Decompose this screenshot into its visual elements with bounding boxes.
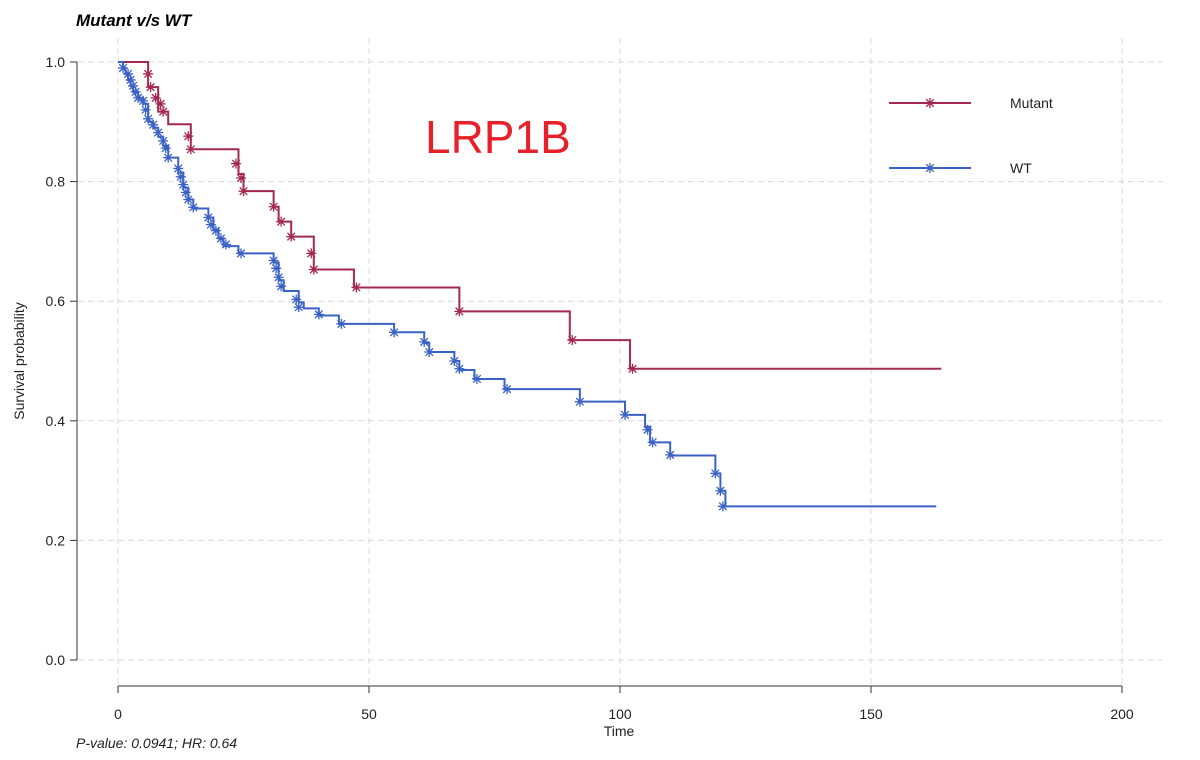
mutant-censor-mark: [235, 173, 246, 184]
wt-censor-mark: [118, 62, 129, 73]
x-tick-label: 0: [114, 706, 122, 722]
grid-lines: [78, 38, 1162, 685]
mutant-censor-mark: [308, 264, 319, 275]
mutant-legend-label: Mutant: [1010, 95, 1053, 111]
wt-censor-mark: [123, 68, 134, 79]
gene-annotation: LRP1B: [425, 111, 571, 163]
y-tick-label: 0.0: [46, 652, 66, 668]
wt-censor-mark: [138, 95, 149, 106]
y-tick-label: 0.2: [46, 532, 66, 548]
mutant-censor-mark: [183, 131, 194, 142]
wt-censor-mark: [715, 485, 726, 496]
wt-censor-mark: [276, 281, 287, 292]
mutant-censor-mark: [286, 231, 297, 242]
wt-censor-mark: [268, 255, 279, 266]
mutant-censor-mark: [454, 306, 465, 317]
wt-censor-mark: [665, 449, 676, 460]
y-tick-label: 1.0: [46, 54, 66, 70]
x-tick-label: 100: [608, 706, 632, 722]
wt-censor-mark: [148, 119, 159, 130]
mutant-censor-mark: [238, 186, 249, 197]
censor-marks: [118, 62, 728, 512]
mutant-censor-mark: [627, 363, 638, 374]
y-axis-label: Survival probability: [11, 302, 27, 420]
x-axis-label: Time: [604, 723, 635, 739]
wt-censor-mark: [710, 468, 721, 479]
x-tick-label: 200: [1110, 706, 1134, 722]
wt-legend-marker: [925, 163, 935, 173]
wt-censor-mark: [449, 356, 460, 366]
wt-censor-mark: [178, 179, 189, 190]
wt-censor-mark: [215, 233, 226, 244]
wt-censor-mark: [273, 272, 284, 283]
wt-censor-mark: [140, 104, 151, 115]
mutant-survival-curve: [118, 61, 942, 370]
wt-censor-mark: [336, 318, 347, 329]
mutant-censor-mark: [158, 106, 169, 117]
wt-censor-mark: [153, 127, 164, 138]
mutant-censor-mark: [143, 68, 154, 79]
wt-censor-mark: [183, 194, 194, 205]
x-tick-label: 50: [361, 706, 377, 722]
legend: Mutant WT: [889, 95, 1053, 176]
mutant-censor-mark: [306, 248, 317, 259]
wt-censor-mark: [502, 384, 513, 395]
mutant-censor-mark: [230, 158, 241, 169]
mutant-legend-marker: [925, 98, 935, 108]
wt-censor-mark: [647, 437, 658, 448]
wt-censor-mark: [143, 113, 154, 124]
chart-title: Mutant v/s WT: [76, 11, 193, 30]
wt-censor-mark: [642, 424, 653, 435]
wt-censor-mark: [717, 501, 728, 512]
wt-censor-mark: [205, 219, 216, 230]
wt-censor-mark: [220, 239, 231, 250]
wt-censor-mark: [271, 263, 282, 274]
wt-censor-mark: [128, 80, 139, 91]
y-tick-label: 0.6: [46, 293, 66, 309]
p-value-footnote: P-value: 0.0941; HR: 0.64: [76, 735, 237, 751]
wt-censor-mark: [235, 248, 246, 259]
wt-censor-mark: [203, 212, 214, 223]
wt-censor-mark: [313, 309, 324, 320]
mutant-censor-mark: [567, 335, 578, 346]
y-tick-label: 0.8: [46, 174, 66, 190]
wt-legend-label: WT: [1010, 160, 1032, 176]
wt-censor-mark: [163, 152, 174, 163]
x-tick-label: 150: [859, 706, 883, 722]
wt-censor-mark: [293, 302, 304, 313]
wt-censor-mark: [125, 74, 136, 85]
mutant-censor-mark: [351, 282, 362, 293]
mutant-censor-mark: [276, 216, 287, 227]
wt-censor-mark: [419, 336, 430, 347]
wt-censor-mark: [130, 86, 141, 97]
mutant-censor-mark: [145, 82, 156, 93]
mutant-censor-mark: [150, 92, 161, 103]
wt-censor-mark: [471, 373, 482, 384]
wt-censor-mark: [620, 409, 631, 420]
wt-censor-mark: [454, 363, 465, 374]
mutant-censor-mark: [268, 201, 279, 212]
wt-censor-mark: [210, 225, 221, 236]
mutant-censor-mark: [185, 144, 196, 155]
wt-censor-mark: [291, 294, 302, 305]
axes: 0.0 0.2 0.4 0.6 0.8 1.0 0 50 100 150 200: [46, 54, 1134, 722]
y-tick-label: 0.4: [46, 413, 66, 429]
wt-censor-mark: [175, 171, 186, 182]
wt-censor-mark: [389, 327, 400, 338]
wt-censor-mark: [188, 202, 199, 213]
wt-censor-mark: [424, 347, 435, 358]
wt-censor-mark: [574, 396, 585, 407]
wt-censor-mark: [173, 163, 184, 174]
wt-censor-mark: [160, 143, 171, 154]
wt-censor-mark: [133, 92, 144, 103]
mutant-censor-mark: [155, 98, 166, 109]
wt-censor-mark: [180, 187, 191, 198]
wt-censor-mark: [158, 135, 169, 146]
